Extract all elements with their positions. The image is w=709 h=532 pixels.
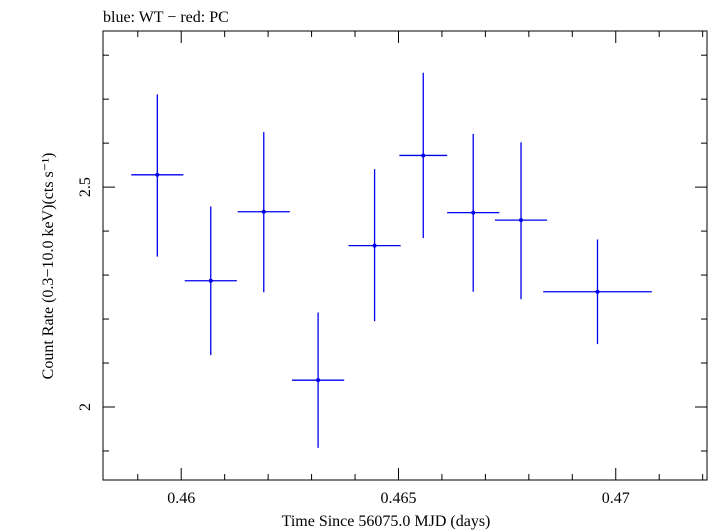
plot-frame <box>102 30 708 481</box>
x-axis-label: Time Since 56075.0 MJD (days) <box>282 513 491 530</box>
x-tick-labels: 0.46 0.465 0.47 <box>167 490 630 507</box>
data-point <box>447 133 500 292</box>
y-axis-label: Count Rate (0.3−10.0 keV)(cts s⁻¹) <box>40 153 57 380</box>
y-tick-label: 2 <box>77 403 94 411</box>
y-tick-labels: 22.5 <box>77 177 94 411</box>
data-point <box>292 312 345 448</box>
data-point <box>184 206 237 356</box>
point-marker <box>519 218 524 223</box>
x-tick-label: 0.46 <box>167 490 195 507</box>
point-marker <box>261 209 266 214</box>
point-marker <box>372 243 377 248</box>
data-point <box>494 142 548 300</box>
point-marker <box>155 172 160 177</box>
point-marker <box>421 153 426 158</box>
point-marker <box>471 210 476 215</box>
data-point <box>237 132 290 293</box>
axis-ticks <box>103 31 707 480</box>
chart-title: blue: WT − red: PC <box>103 9 229 26</box>
x-tick-label: 0.47 <box>602 490 630 507</box>
point-marker <box>595 289 600 294</box>
data-point <box>348 169 401 322</box>
y-tick-label: 2.5 <box>77 177 94 197</box>
data-point <box>399 72 448 239</box>
data-point <box>131 94 184 257</box>
data-points <box>131 72 652 448</box>
point-marker <box>208 278 213 283</box>
data-point <box>543 239 652 345</box>
point-marker <box>316 378 321 383</box>
x-tick-label: 0.465 <box>380 490 416 507</box>
